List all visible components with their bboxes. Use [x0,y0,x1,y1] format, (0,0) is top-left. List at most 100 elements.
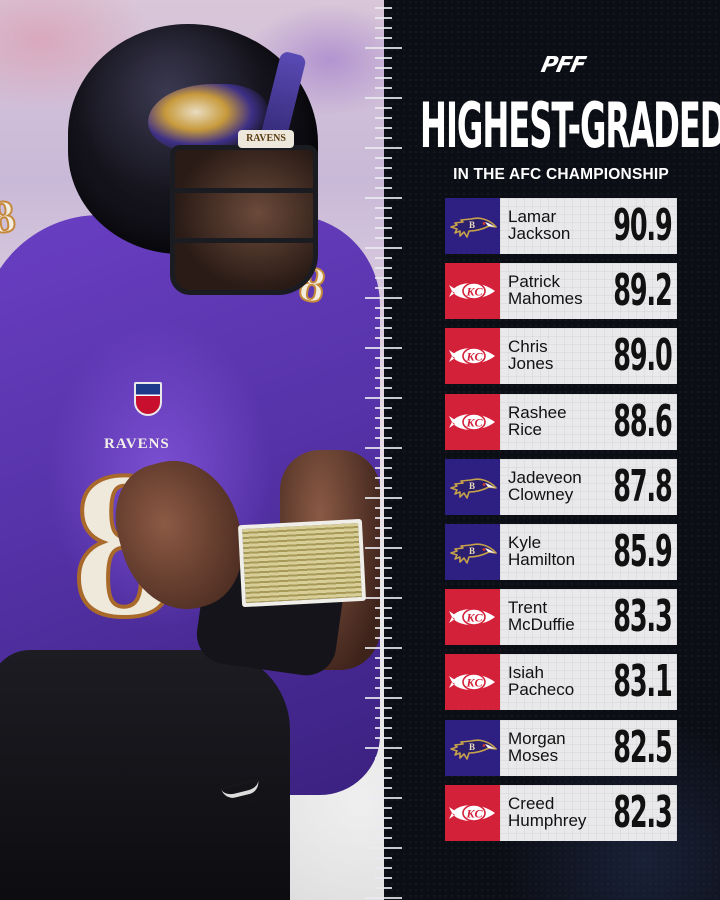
ruler-tick [375,157,392,159]
ruler-tick [375,507,392,509]
chiefs-logo-icon: KC [448,282,495,300]
ruler-tick [375,137,392,139]
chiefs-logo-icon: KC [448,347,495,366]
ruler-tick [365,147,402,149]
player-name: Kyle Hamilton [508,534,575,568]
ruler-tick [375,77,392,79]
pants [0,650,290,900]
ruler-tick [375,327,392,329]
ruler-tick [375,527,392,529]
svg-text:B: B [469,742,475,752]
ruler-tick [375,387,392,389]
player-info: Isiah Pacheco 83.1 [500,654,677,711]
player-grade: 89.0 [613,330,673,382]
ruler-tick [375,707,392,709]
team-logo-box: B [445,719,500,776]
ruler-tick [375,687,392,689]
player-info: Creed Humphrey 82.3 [500,784,677,841]
player-grade: 89.2 [613,265,673,317]
ruler-tick [375,337,392,339]
player-grade: 87.8 [613,460,673,512]
svg-text:KC: KC [465,806,483,820]
ruler-tick [375,567,392,569]
ruler-tick [375,167,392,169]
wristband-playcard [237,518,367,608]
svg-text:KC: KC [465,676,483,690]
ruler-tick [375,177,392,179]
page-title: HIGHEST-GRADED [420,88,720,164]
ruler-tick [375,677,392,679]
ruler-tick [375,817,392,819]
ruler-tick [375,457,392,459]
ruler-tick [375,277,392,279]
ruler-tick [375,17,392,19]
shoulder-number-left: 8 [0,189,19,245]
ruler-tick [375,117,392,119]
ruler-tick [375,257,392,259]
player-info: Kyle Hamilton 85.9 [500,523,677,580]
ruler-tick [365,297,402,299]
ruler-tick [365,747,402,749]
list-item: KC Isiah Pacheco 83.1 [445,654,677,711]
ruler-tick [375,127,392,129]
ruler-tick [375,217,392,219]
jersey-wordmark: RAVENS [104,436,170,452]
ruler-tick [375,767,392,769]
player-info: Morgan Moses 82.5 [500,719,677,776]
ruler-tick [375,537,392,539]
player-last-name: Jones [508,354,554,374]
ruler-tick [375,407,392,409]
ruler-tick [375,517,392,519]
ruler-tick [375,587,392,589]
player-grade: 88.6 [613,395,673,447]
ruler-tick [375,877,392,879]
list-item: B Lamar Jackson 90.9 [445,198,677,254]
ruler-tick [375,7,392,9]
player-grade: 90.9 [613,200,673,251]
player-first-name: Lamar [508,207,557,226]
ruler-tick [375,827,392,829]
player-last-name: Mahomes [508,289,583,309]
player-grade: 83.1 [613,656,673,708]
player-name: Lamar Jackson [508,208,570,242]
ruler-tick [365,847,402,849]
player-name: Creed Humphrey [508,795,586,829]
player-first-name: Jadeveon [508,467,582,487]
player-info: Rashee Rice 88.6 [500,393,677,450]
team-logo-box: B [445,523,500,580]
ruler-tick [375,437,392,439]
ruler-tick [375,367,392,369]
ruler-tick [375,307,392,309]
chiefs-logo-icon: KC [448,412,495,431]
player-name: Trent McDuffie [508,599,575,633]
ruler-tick [365,397,402,399]
ruler-tick [365,797,402,799]
player-first-name: Rashee [508,402,567,422]
player-last-name: McDuffie [508,615,575,635]
ruler-tick [365,97,402,99]
player-first-name: Kyle [508,532,542,552]
ruler-tick [375,717,392,719]
ruler-tick [375,67,392,69]
ruler-tick [375,357,392,359]
list-item: KC Chris Jones 89.0 [445,328,677,385]
svg-text:KC: KC [465,350,483,364]
ravens-logo-icon: B [449,543,497,564]
player-grade: 82.3 [613,786,673,838]
ruler-tick [365,547,402,549]
ruler-tick [375,267,392,269]
svg-text:B: B [469,546,475,556]
ruler-tick [375,27,392,29]
ruler-tick [365,697,402,699]
player-last-name: Jackson [508,224,571,243]
list-item: B Morgan Moses 82.5 [445,719,677,776]
list-item: KC Patrick Mahomes 89.2 [445,263,677,320]
player-last-name: Humphrey [508,810,587,830]
player-name: Chris Jones [508,338,553,372]
ruler-tick [375,637,392,639]
player-grade: 83.3 [613,591,673,643]
team-logo-box: KC [445,328,500,385]
ruler-tick [375,107,392,109]
ruler-tick [375,667,392,669]
player-last-name: Rice [508,419,543,439]
